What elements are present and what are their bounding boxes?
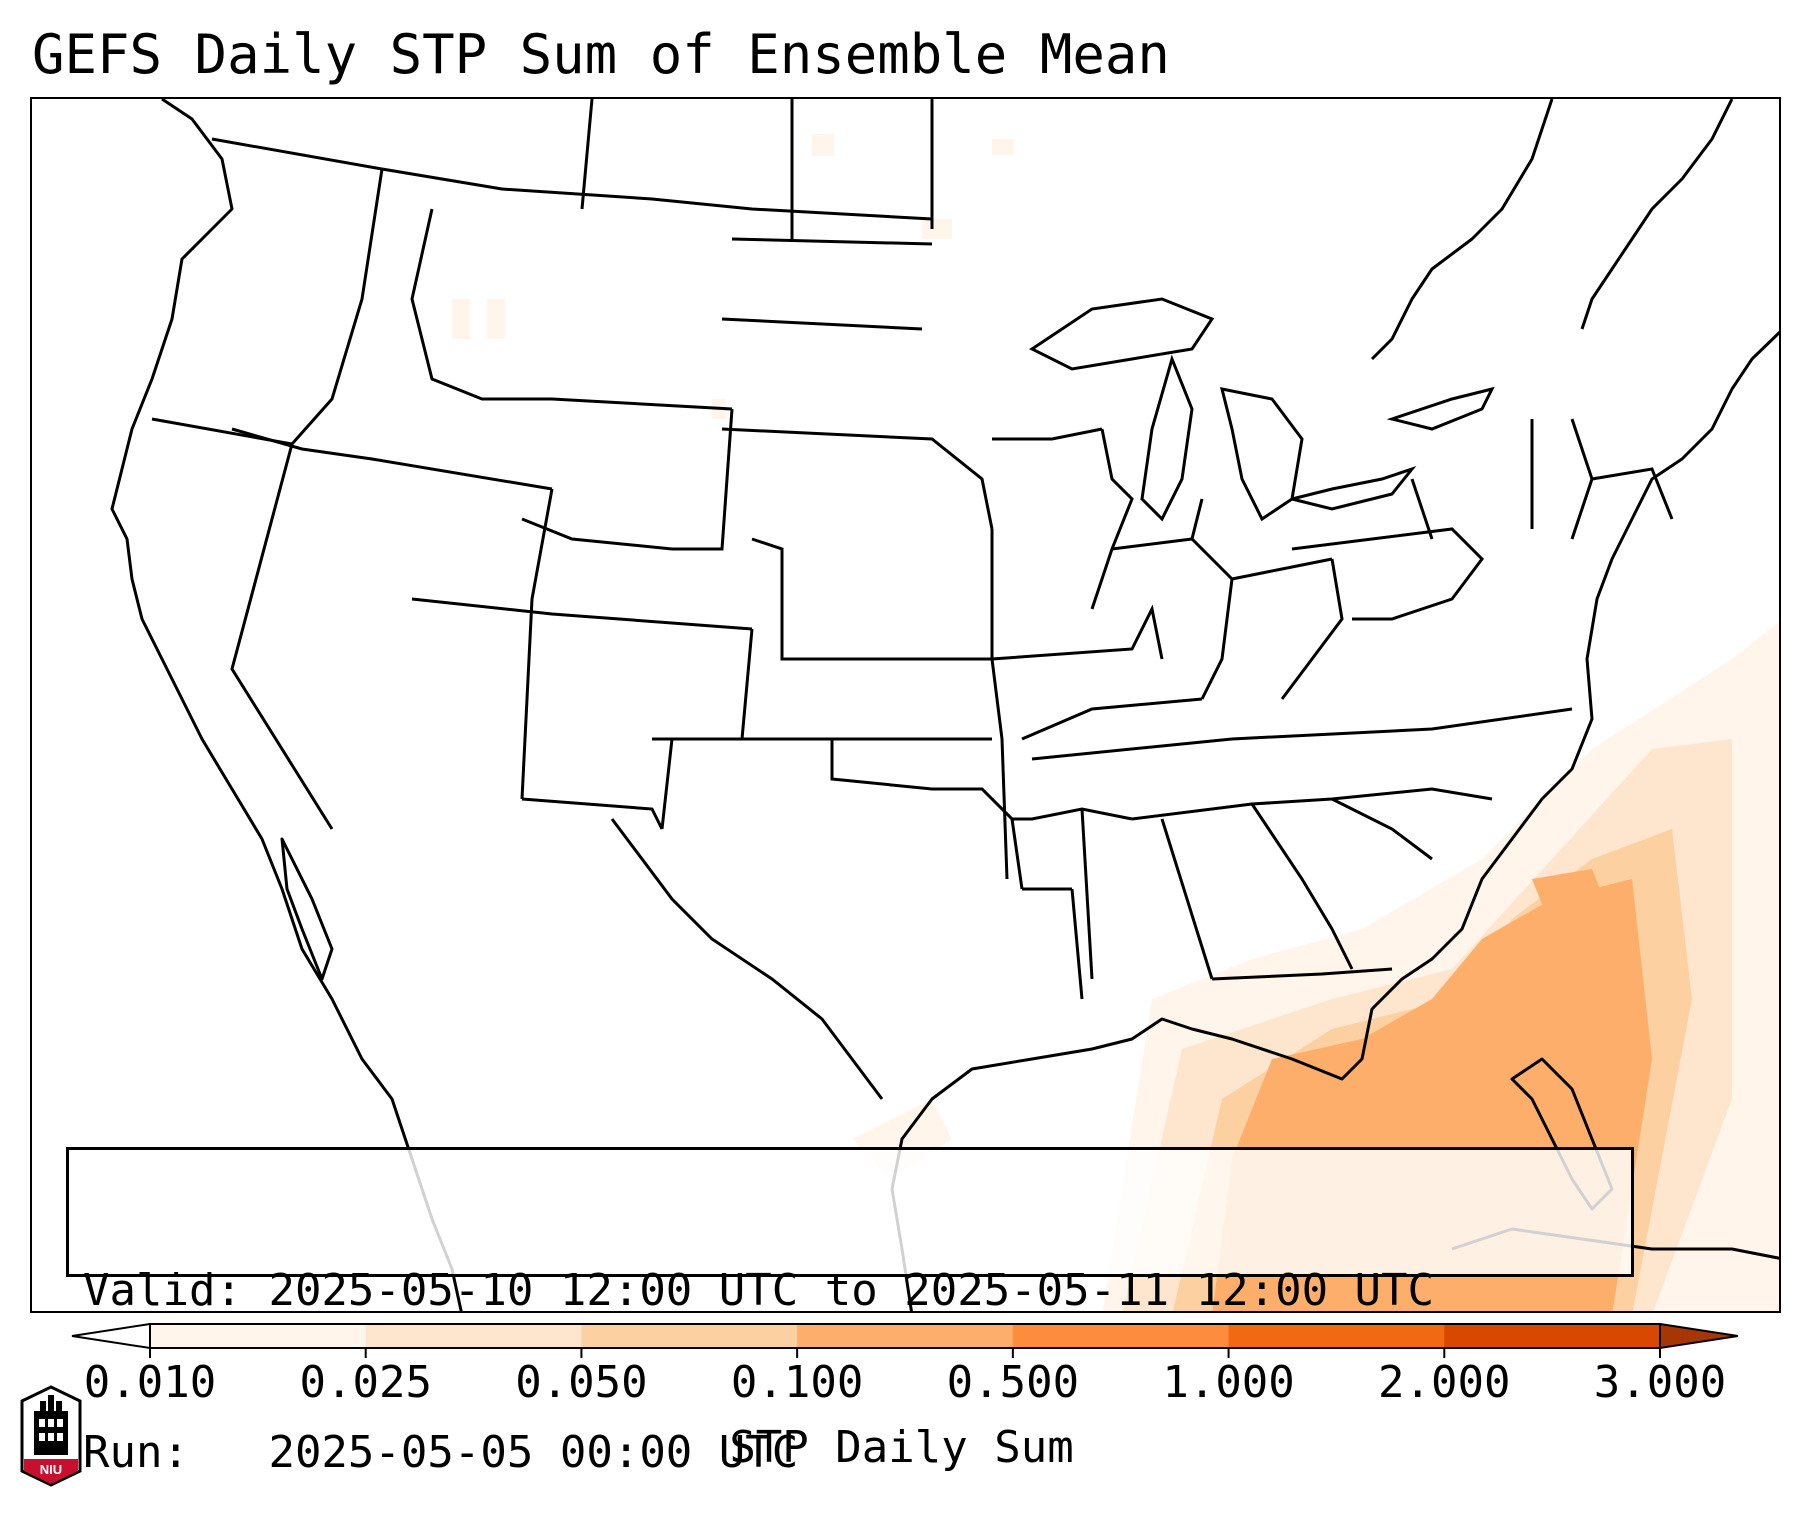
stp-shading xyxy=(452,134,1779,1311)
colorbar-segment xyxy=(1228,1324,1445,1348)
colorbar-outline xyxy=(149,1323,1661,1349)
colorbar-tick-label: 1.000 xyxy=(1162,1357,1295,1408)
page-title: GEFS Daily STP Sum of Ensemble Mean xyxy=(32,23,1170,86)
colorbar-tick-label: 3.000 xyxy=(1593,1357,1727,1408)
colorbar-tick-label: 0.050 xyxy=(515,1357,648,1408)
run-label: Run: xyxy=(83,1427,189,1478)
valid-value: 2025-05-10 12:00 UTC to 2025-05-11 12:00… xyxy=(268,1265,1435,1316)
colorbar-label: STP Daily Sum xyxy=(729,1422,1074,1473)
colorbar xyxy=(71,1322,1739,1358)
valid-label: Valid: xyxy=(83,1265,242,1316)
state-borders xyxy=(151,99,1674,1100)
colorbar-segment xyxy=(797,1324,1014,1348)
colorbar-segment xyxy=(150,1324,367,1348)
logo-red-band xyxy=(24,1459,78,1484)
colorbar-tick-label: 0.500 xyxy=(946,1357,1080,1408)
colorbar-extend-max xyxy=(1659,1322,1739,1350)
colorbar-tick-label: 0.025 xyxy=(299,1357,432,1408)
valid-run-info-box: Valid: 2025-05-10 12:00 UTC to 2025-05-1… xyxy=(66,1147,1634,1478)
niu-logo: NIU xyxy=(20,1385,82,1487)
colorbar-extend-min xyxy=(71,1322,151,1350)
logo-text: NIU xyxy=(40,1462,62,1477)
map-frame[interactable] xyxy=(30,97,1781,1313)
valid-line: Valid: 2025-05-10 12:00 UTC to 2025-05-1… xyxy=(83,1264,1617,1318)
colorbar-tick-label: 2.000 xyxy=(1378,1357,1511,1408)
run-value: 2025-05-05 00:00 UTC xyxy=(268,1427,799,1478)
colorbar-segment xyxy=(581,1324,798,1348)
colorbar-segment xyxy=(1444,1324,1661,1348)
colorbar-tick-label: 0.010 xyxy=(83,1357,217,1408)
map-canvas xyxy=(110,99,1779,1311)
run-line: Run: 2025-05-05 00:00 UTC xyxy=(83,1426,1617,1480)
colorbar-segment xyxy=(365,1324,582,1348)
colorbar-tick-label: 0.100 xyxy=(730,1357,864,1408)
great-lakes xyxy=(1029,297,1495,522)
colorbar-segment xyxy=(1012,1324,1230,1348)
